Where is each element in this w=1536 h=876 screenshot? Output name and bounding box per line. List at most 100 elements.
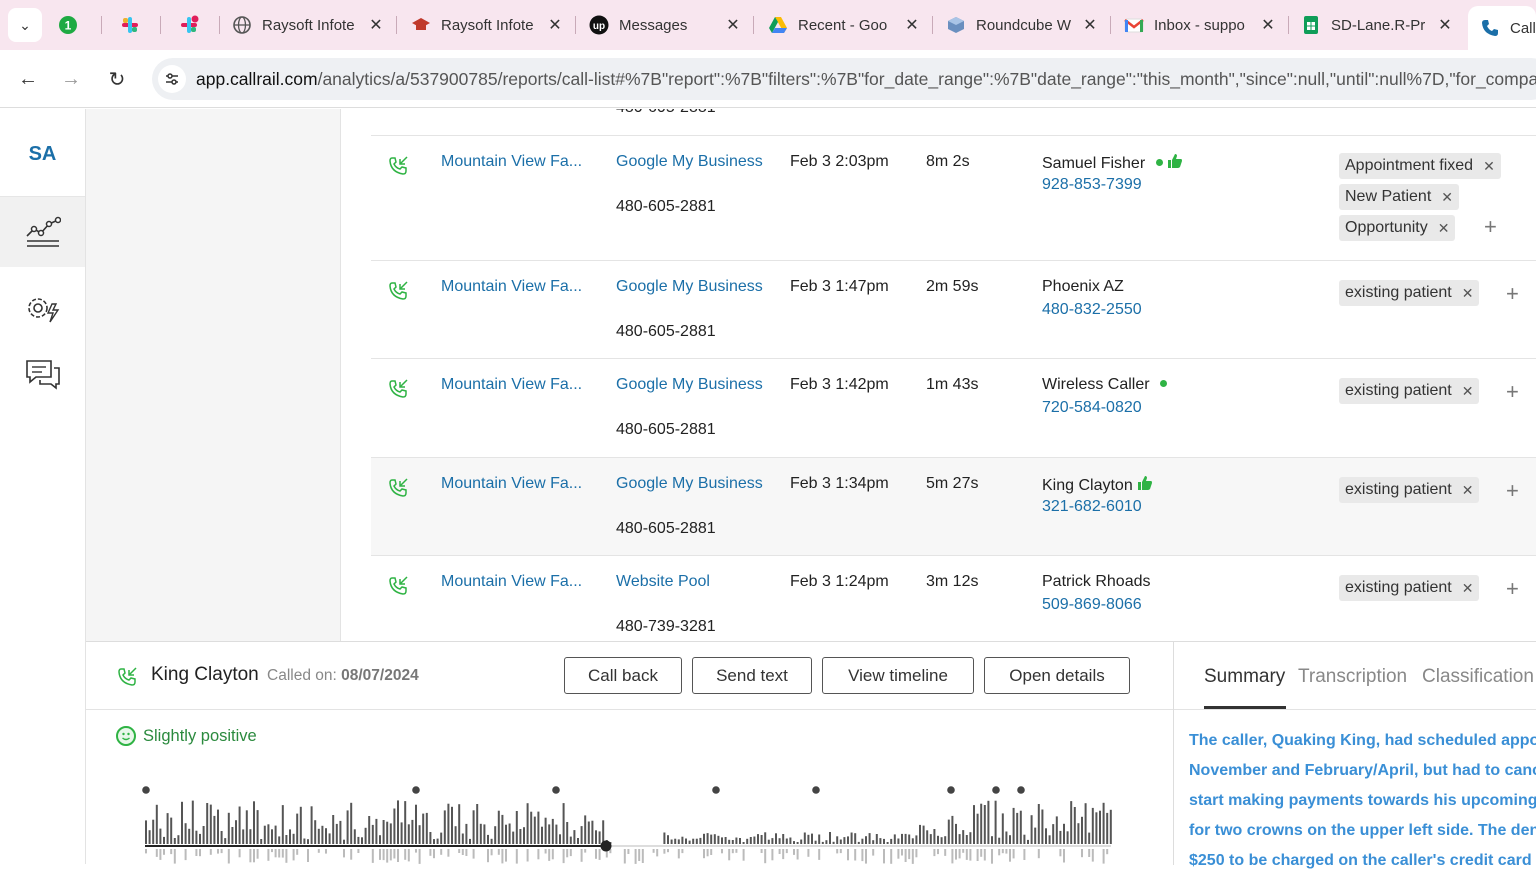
close-icon[interactable]: ✕ [548, 17, 562, 34]
caller-phone-link[interactable]: 720-584-0820 [1042, 399, 1142, 416]
tab-title: Recent - Goo [798, 16, 888, 34]
address-bar[interactable]: app.callrail.com/analytics/a/537900785/r… [152, 58, 1536, 100]
tab-gmail[interactable]: Inbox - suppo ✕ [1124, 8, 1276, 42]
caller-phone-link[interactable]: 928-853-7399 [1042, 176, 1142, 193]
table-row[interactable]: Mountain View Fa... Google My Business 480… [371, 261, 1536, 359]
inbound-call-icon [116, 666, 138, 693]
tab-sheets[interactable]: SD-Lane.R-Pr ✕ [1301, 8, 1453, 42]
source-link[interactable]: Google My Business [616, 376, 763, 393]
close-icon[interactable]: ✕ [726, 17, 740, 34]
tab-roundcube[interactable]: Roundcube W ✕ [946, 8, 1098, 42]
close-icon[interactable]: ✕ [1083, 17, 1097, 34]
status-dot-icon [1155, 159, 1163, 166]
caller-name: Wireless Caller [1042, 376, 1168, 394]
thumbs-up-icon [1137, 476, 1152, 490]
tab-2[interactable] [120, 8, 160, 42]
filter-panel [86, 109, 341, 641]
call-detail-panel: King Clayton Called on: 08/07/2024 Call … [86, 641, 1536, 869]
add-tag-icon[interactable]: + [1506, 478, 1519, 503]
sentiment-indicator: Slightly positive [116, 726, 257, 746]
tab-title: Messages [619, 16, 688, 34]
back-arrow-icon[interactable]: ← [18, 67, 38, 90]
google-drive-icon [768, 15, 788, 35]
source-link[interactable]: Website Pool [616, 573, 710, 590]
caller-phone-link[interactable]: 480-832-2550 [1042, 301, 1142, 318]
tab-1[interactable]: 1 [58, 8, 108, 42]
call-duration: 3m 12s [926, 573, 979, 590]
analytics-chart-icon[interactable] [0, 197, 85, 267]
company-link[interactable]: Mountain View Fa... [441, 278, 583, 295]
forward-arrow-icon[interactable]: → [61, 67, 81, 90]
call-insights-panel: Summary Transcription Classification The… [1173, 642, 1536, 869]
tab-search-chevron-icon[interactable]: ⌄ [8, 8, 42, 42]
remove-tag-icon[interactable]: ✕ [1461, 382, 1474, 399]
app-sidebar: SA [0, 109, 86, 864]
tab-title: Inbox - suppo [1154, 16, 1245, 34]
remove-tag-icon[interactable]: ✕ [1461, 481, 1474, 498]
company-link[interactable]: Mountain View Fa... [441, 153, 583, 170]
company-link[interactable]: Mountain View Fa... [441, 475, 583, 492]
company-link[interactable]: Mountain View Fa... [441, 573, 583, 590]
close-icon[interactable]: ✕ [1261, 17, 1275, 34]
tracking-number: 480-605-2881 [616, 421, 716, 438]
tab-transcription[interactable]: Transcription [1298, 666, 1408, 687]
table-row[interactable]: Mountain View Fa... Google My Business 480… [371, 458, 1536, 556]
call-duration: 8m 2s [926, 153, 970, 170]
call-duration: 2m 59s [926, 278, 979, 295]
open-details-button[interactable]: Open details [984, 657, 1130, 694]
table-row[interactable]: Mountain View Fa... Google My Business 480… [371, 136, 1536, 261]
audio-waveform[interactable] [141, 780, 1171, 865]
source-link[interactable]: Google My Business [616, 278, 763, 295]
tab-google-drive[interactable]: Recent - Goo ✕ [768, 8, 920, 42]
source-link[interactable]: Google My Business [616, 475, 763, 492]
reload-icon[interactable]: ↻ [108, 68, 126, 91]
close-icon[interactable]: ✕ [1438, 17, 1452, 34]
add-tag-icon[interactable]: + [1484, 214, 1497, 239]
site-info-icon[interactable] [158, 65, 186, 93]
call-duration: 1m 43s [926, 376, 979, 393]
add-tag-icon[interactable]: + [1506, 576, 1519, 601]
smiley-icon [116, 726, 136, 746]
source-link[interactable]: Google My Business [616, 153, 763, 170]
table-row[interactable]: Mountain View Fa... Google My Business 480… [371, 359, 1536, 458]
tracking-number: 480-739-3281 [616, 618, 716, 635]
add-tag-icon[interactable]: + [1506, 281, 1519, 306]
tab-raysoft-2[interactable]: Raysoft Infote ✕ [411, 8, 563, 42]
send-text-button[interactable]: Send text [692, 657, 812, 694]
tab-callrail-active[interactable]: Call [1468, 6, 1536, 50]
url-text[interactable]: app.callrail.com/analytics/a/537900785/r… [196, 68, 1536, 89]
remove-tag-icon[interactable]: ✕ [1437, 219, 1450, 236]
caller-name: Phoenix AZ [1042, 278, 1124, 295]
call-list-table: 480-605-2881 Mountain View Fa... Google M… [341, 109, 1536, 641]
tracking-number: 480-605-2881 [616, 520, 716, 537]
tab-classification[interactable]: Classification [1422, 666, 1534, 687]
call-back-button[interactable]: Call back [564, 657, 682, 694]
tab-title: Raysoft Infote [262, 16, 355, 34]
table-row[interactable]: Mountain View Fa... Website Pool 480-739-3… [371, 556, 1536, 641]
add-tag-icon[interactable]: + [1506, 379, 1519, 404]
account-logo[interactable]: SA [28, 142, 57, 165]
view-timeline-button[interactable]: View timeline [822, 657, 974, 694]
tab-summary[interactable]: Summary [1204, 666, 1286, 687]
tag-chip: Opportunity ✕ [1339, 215, 1456, 241]
remove-tag-icon[interactable]: ✕ [1461, 579, 1474, 596]
call-datetime: Feb 3 2:03pm [790, 153, 889, 170]
company-link[interactable]: Mountain View Fa... [441, 376, 583, 393]
chat-bubbles-icon[interactable] [0, 349, 85, 399]
sentiment-label: Slightly positive [143, 726, 257, 745]
upwork-icon: up [589, 15, 609, 35]
caller-phone-link[interactable]: 321-682-6010 [1042, 498, 1142, 515]
close-icon[interactable]: ✕ [905, 17, 919, 34]
settings-gears-icon[interactable] [0, 284, 85, 334]
call-datetime: Feb 3 1:34pm [790, 475, 889, 492]
close-icon[interactable]: ✕ [369, 17, 383, 34]
remove-tag-icon[interactable]: ✕ [1461, 284, 1474, 301]
inbound-call-icon [387, 155, 409, 177]
call-summary-text: The caller, Quaking King, had scheduled … [1189, 732, 1536, 869]
remove-tag-icon[interactable]: ✕ [1441, 188, 1453, 205]
caller-phone-link[interactable]: 509-869-8066 [1042, 596, 1142, 613]
tab-messages[interactable]: up Messages ✕ [589, 8, 741, 42]
tab-3[interactable] [179, 8, 219, 42]
remove-tag-icon[interactable]: ✕ [1483, 157, 1495, 174]
tab-raysoft-1[interactable]: Raysoft Infote ✕ [232, 8, 384, 42]
